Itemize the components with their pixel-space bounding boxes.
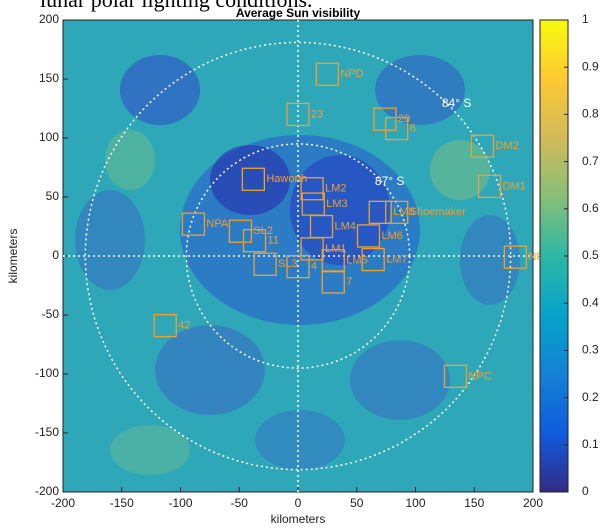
site-label: 6: [410, 122, 416, 134]
x-tick-label: -150: [110, 496, 134, 510]
colorbar-tick-label: 0.6: [582, 201, 599, 215]
site-label: NPA: [206, 218, 228, 230]
site-label: NPC: [468, 370, 491, 382]
y-tick-label: 50: [46, 189, 60, 203]
x-tick-label: 150: [464, 496, 484, 510]
y-tick-label: -100: [35, 366, 59, 380]
colorbar-tick-label: 0.2: [582, 390, 599, 404]
y-tick-label: 150: [39, 71, 59, 85]
site-label: 23: [311, 108, 323, 120]
colorbar-tick-label: 0.9: [582, 59, 599, 73]
x-tick-label: 200: [523, 496, 543, 510]
site-label: DM2: [495, 140, 518, 152]
chart-title: Average Sun visibility: [236, 6, 361, 20]
x-tick-label: 0: [295, 496, 302, 510]
site-label: LM5: [346, 255, 367, 267]
site-label: LM1: [325, 243, 346, 255]
site-label: DM1: [503, 180, 526, 192]
chart: lunar polar lighting conditions. Average…: [0, 0, 607, 527]
site-label: LM2: [325, 183, 346, 195]
site-label: NPD: [340, 68, 363, 80]
y-tick-label: 0: [52, 248, 59, 262]
colorbar-tick-label: 0.5: [582, 248, 599, 262]
site-label: LM4: [335, 220, 356, 232]
colorbar-tick-label: 0.1: [582, 437, 599, 451]
y-tick-label: -50: [42, 307, 60, 321]
x-tick-label: -200: [51, 496, 75, 510]
x-tick-label: -100: [168, 496, 192, 510]
y-tick-label: -200: [35, 484, 59, 498]
circle-label: 84° S: [442, 96, 471, 110]
colorbar-tick-label: 0: [582, 484, 589, 498]
site-label: 4: [311, 261, 317, 273]
x-axis-label: kilometers: [271, 512, 326, 526]
colorbar-tick-label: 0.4: [582, 295, 599, 309]
x-tick-label: 50: [350, 496, 364, 510]
colorbar: [540, 20, 568, 492]
y-tick-label: -150: [35, 425, 59, 439]
site-label: SL3: [278, 258, 298, 270]
site-label: LM7: [386, 253, 407, 265]
x-tick-label: 100: [405, 496, 425, 510]
colorbar-tick-label: 0.3: [582, 343, 599, 357]
colorbar-tick-label: 0.7: [582, 154, 599, 168]
y-tick-label: 100: [39, 130, 59, 144]
site-label: 20: [398, 113, 410, 125]
y-axis-label: kilometers: [6, 229, 20, 284]
site-label: 11: [268, 235, 279, 247]
site-label: LM6: [382, 230, 403, 242]
colorbar-tick-label: 0.8: [582, 107, 599, 121]
site-label: Shoemaker: [410, 206, 467, 218]
colorbar-tick-label: 1: [582, 12, 589, 26]
site-label: LM3: [326, 198, 347, 210]
circle-label: 87° S: [375, 174, 404, 188]
site-label: 42: [178, 320, 190, 332]
site-label: 7: [346, 276, 352, 288]
x-tick-label: -50: [231, 496, 249, 510]
y-tick-label: 200: [39, 12, 59, 26]
